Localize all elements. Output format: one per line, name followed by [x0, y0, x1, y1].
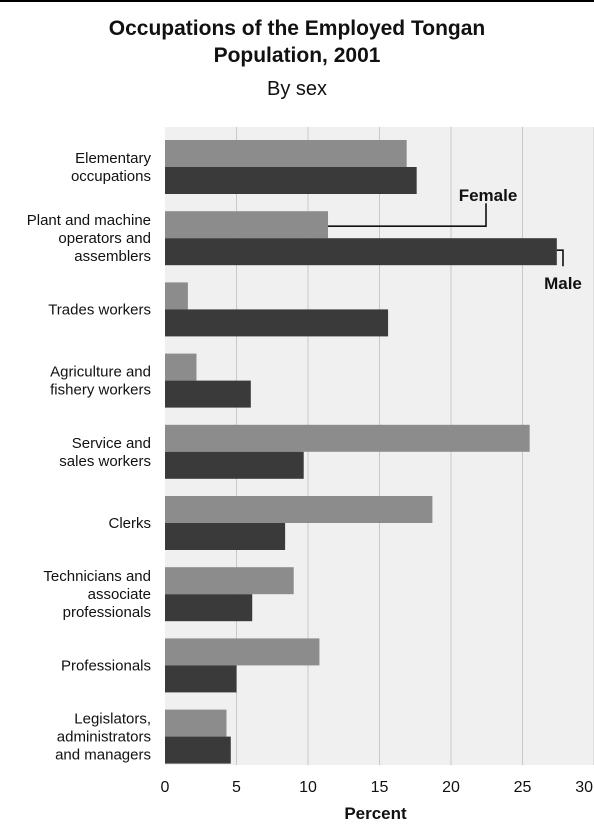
legend-leader-male [556, 249, 564, 267]
x-tick-label-10: 10 [299, 779, 317, 796]
x-tick-label-20: 20 [442, 779, 460, 796]
chart-title-line1: Occupations of the Employed Tongan [108, 17, 486, 40]
category-label-5-0: Clerks [108, 515, 151, 532]
legend-leader-female [328, 203, 487, 227]
bar-male-1 [165, 238, 557, 266]
x-axis-title: Percent [344, 804, 407, 823]
x-tick-label-5: 5 [232, 779, 241, 796]
bar-male-4 [165, 451, 304, 479]
category-label-6-0: Technicians and [43, 568, 151, 585]
category-label-8-1: administrators [57, 729, 151, 746]
category-label-4-0: Service and [72, 435, 151, 452]
bar-male-0 [165, 167, 417, 194]
category-label-3-0: Agriculture and [50, 364, 151, 381]
x-tick-label-15: 15 [371, 779, 389, 796]
category-label-1-1: operators and [58, 230, 151, 247]
category-label-8-2: and managers [55, 747, 151, 764]
x-tick-label-25: 25 [514, 779, 532, 796]
bar-female-0 [165, 140, 407, 167]
category-label-8-0: Legislators, [74, 711, 151, 728]
category-label-6-1: associate [88, 586, 151, 603]
chart-title-line2: Population, 2001 [213, 44, 381, 67]
category-label-1-2: assemblers [74, 248, 151, 265]
bar-male-5 [165, 523, 286, 550]
top-rule [0, 0, 594, 2]
bar-female-7 [165, 638, 320, 666]
bar-male-7 [165, 665, 237, 693]
bar-male-3 [165, 380, 251, 408]
category-label-1-0: Plant and machine [27, 212, 151, 229]
category-label-6-2: professionals [63, 604, 151, 621]
category-label-0-0: Elementary [75, 150, 151, 167]
bar-female-3 [165, 353, 197, 381]
bar-female-8 [165, 709, 227, 737]
bar-female-6 [165, 567, 294, 595]
legend-label-male: Male [544, 274, 582, 293]
bar-female-1 [165, 211, 329, 239]
x-tick-label-0: 0 [161, 779, 170, 796]
legend-label-female: Female [459, 186, 518, 205]
bar-female-2 [165, 282, 188, 310]
category-label-4-1: sales workers [59, 453, 151, 470]
category-label-7-0: Professionals [61, 657, 151, 674]
chart-subtitle: By sex [266, 78, 328, 100]
bar-male-6 [165, 594, 253, 622]
category-label-2-0: Trades workers [48, 301, 151, 318]
bar-male-2 [165, 309, 389, 337]
category-label-3-1: fishery workers [50, 382, 151, 399]
bar-female-5 [165, 496, 433, 523]
category-label-0-1: occupations [71, 168, 151, 185]
bar-female-4 [165, 424, 530, 452]
x-tick-label-30: 30 [575, 779, 593, 796]
bar-male-8 [165, 736, 231, 764]
